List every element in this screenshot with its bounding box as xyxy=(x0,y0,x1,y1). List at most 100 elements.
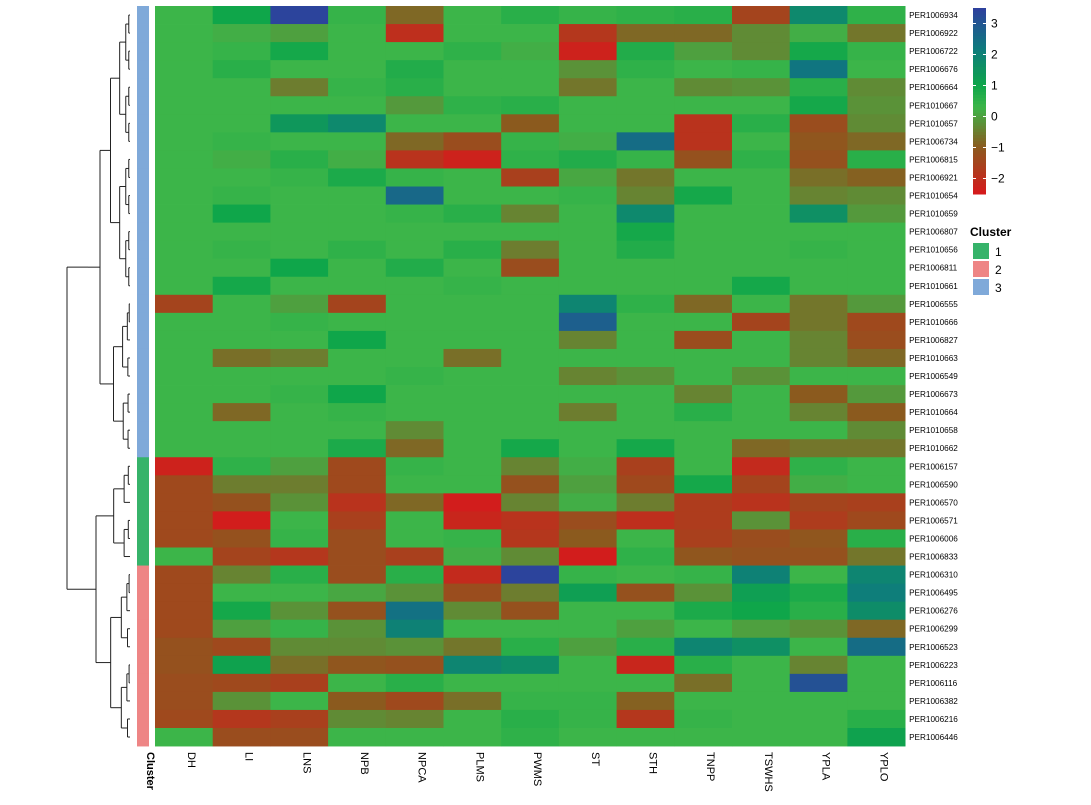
heatmap-cell xyxy=(270,529,329,548)
heatmap-cell xyxy=(270,150,329,169)
color-scale-tick-label: 2 xyxy=(991,48,998,62)
cluster-annotation-cell xyxy=(137,78,149,97)
row-label: PER1010662 xyxy=(909,444,958,453)
heatmap-cell xyxy=(558,6,617,25)
heatmap-cell xyxy=(385,511,444,530)
heatmap-cell xyxy=(732,312,791,332)
heatmap-cell xyxy=(270,294,329,314)
heatmap-cell xyxy=(270,583,329,603)
heatmap-cell xyxy=(616,728,675,747)
heatmap-cell xyxy=(328,673,387,693)
heatmap-cell xyxy=(558,96,617,115)
color-scale-tick-label: 3 xyxy=(991,17,998,31)
heatmap-cell xyxy=(443,403,502,422)
heatmap-cell xyxy=(385,601,444,621)
heatmap-cell xyxy=(501,457,560,476)
heatmap-cell xyxy=(385,709,444,729)
heatmap-cell xyxy=(501,655,560,675)
heatmap-cell xyxy=(501,421,560,440)
heatmap-cell xyxy=(328,511,387,530)
heatmap-cell xyxy=(385,691,444,711)
heatmap-cell xyxy=(212,403,271,422)
heatmap-cell xyxy=(212,114,271,133)
heatmap-cell xyxy=(847,511,906,530)
heatmap-cell xyxy=(847,529,906,548)
heatmap-cell xyxy=(674,583,733,603)
heatmap-cell xyxy=(212,385,271,404)
color-scale-segment xyxy=(973,60,986,65)
heatmap-cell xyxy=(616,96,675,115)
heatmap-cell xyxy=(616,637,675,657)
heatmap-cell xyxy=(212,655,271,675)
cluster-annotation-cell xyxy=(137,421,149,440)
heatmap-cell xyxy=(443,475,502,494)
heatmap-cell xyxy=(847,348,906,368)
heatmap-cell xyxy=(789,240,848,260)
heatmap-cell xyxy=(732,348,791,368)
heatmap-cell xyxy=(155,511,214,530)
heatmap-cell xyxy=(674,258,733,278)
heatmap-cell xyxy=(674,150,733,169)
cluster-annotation-cell xyxy=(137,42,149,61)
heatmap-cell xyxy=(270,475,329,494)
heatmap-cell xyxy=(732,529,791,548)
heatmap-cell xyxy=(443,728,502,747)
heatmap-cell xyxy=(558,258,617,278)
heatmap-cell xyxy=(847,691,906,711)
heatmap-cell xyxy=(789,150,848,169)
color-scale-segment xyxy=(973,88,986,93)
heatmap-cell xyxy=(443,565,502,584)
heatmap-cell xyxy=(328,204,387,223)
color-scale-segment xyxy=(973,110,986,114)
heatmap-cell xyxy=(270,511,329,530)
heatmap-cell xyxy=(443,655,502,675)
heatmap-cell xyxy=(558,385,617,404)
color-scale-tick-label: −1 xyxy=(991,141,1005,155)
heatmap-cell xyxy=(616,367,675,386)
heatmap-cell xyxy=(847,367,906,386)
color-scale-segment xyxy=(973,119,986,124)
heatmap-cell xyxy=(443,673,502,693)
heatmap-cell xyxy=(501,565,560,584)
heatmap-cell xyxy=(270,132,329,151)
heatmap-cell xyxy=(385,240,444,260)
cluster-annotation-cell xyxy=(137,168,149,187)
heatmap-cell xyxy=(616,439,675,458)
row-label: PER1006570 xyxy=(909,498,958,507)
heatmap-cell xyxy=(212,493,271,512)
heatmap-cell xyxy=(385,114,444,133)
heatmap-cell xyxy=(674,421,733,440)
heatmap-cell xyxy=(155,330,214,350)
heatmap-cell xyxy=(385,24,444,43)
row-label: PER1010656 xyxy=(909,246,958,255)
heatmap-cell xyxy=(501,583,560,603)
heatmap-cell xyxy=(789,475,848,494)
heatmap-cell xyxy=(674,728,733,747)
heatmap-cell xyxy=(789,673,848,693)
heatmap-cell xyxy=(558,42,617,61)
heatmap-cell xyxy=(155,114,214,133)
heatmap-cell xyxy=(847,294,906,314)
heatmap-cell xyxy=(558,60,617,79)
heatmap-cell xyxy=(155,132,214,151)
heatmap-cell xyxy=(847,258,906,278)
row-label: PER1006310 xyxy=(909,571,958,580)
row-label: PER1010663 xyxy=(909,354,958,363)
heatmap-cell xyxy=(270,367,329,386)
heatmap-cell xyxy=(501,294,560,314)
heatmap-cell xyxy=(616,168,675,187)
heatmap-cell xyxy=(501,493,560,512)
heatmap-cell xyxy=(155,294,214,314)
heatmap-cell xyxy=(501,385,560,404)
color-scale-segment xyxy=(973,163,986,167)
heatmap-cell xyxy=(155,421,214,440)
heatmap-cell xyxy=(155,547,214,566)
color-scale-segment xyxy=(973,85,986,90)
row-label: PER1010661 xyxy=(909,282,958,291)
color-scale-segment xyxy=(973,48,986,52)
heatmap-cell xyxy=(385,150,444,169)
row-label: PER1006734 xyxy=(909,137,958,146)
heatmap-cell xyxy=(443,367,502,386)
heatmap-cell xyxy=(212,673,271,693)
heatmap-cell xyxy=(501,258,560,278)
